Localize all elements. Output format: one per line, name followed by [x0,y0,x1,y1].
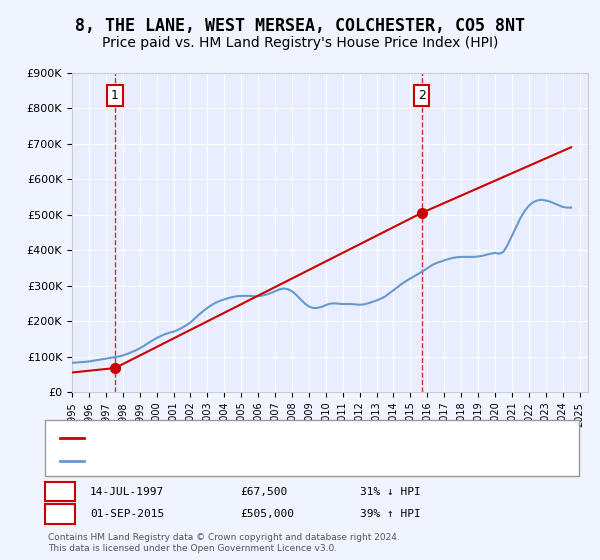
Text: 14-JUL-1997: 14-JUL-1997 [90,487,164,497]
Text: 1: 1 [56,487,64,497]
Text: Contains HM Land Registry data © Crown copyright and database right 2024.
This d: Contains HM Land Registry data © Crown c… [48,534,400,553]
Text: HPI: Average price, detached house, Colchester: HPI: Average price, detached house, Colc… [90,456,377,465]
Text: £67,500: £67,500 [240,487,287,497]
Text: £505,000: £505,000 [240,509,294,519]
Text: 2: 2 [418,89,425,102]
Text: 1: 1 [111,89,119,102]
Text: Price paid vs. HM Land Registry's House Price Index (HPI): Price paid vs. HM Land Registry's House … [102,36,498,50]
Text: 31% ↓ HPI: 31% ↓ HPI [360,487,421,497]
Text: 01-SEP-2015: 01-SEP-2015 [90,509,164,519]
Text: 39% ↑ HPI: 39% ↑ HPI [360,509,421,519]
Text: 8, THE LANE, WEST MERSEA, COLCHESTER, CO5 8NT: 8, THE LANE, WEST MERSEA, COLCHESTER, CO… [75,17,525,35]
Text: 2: 2 [56,509,64,519]
Text: 8, THE LANE, WEST MERSEA, COLCHESTER, CO5 8NT (detached house): 8, THE LANE, WEST MERSEA, COLCHESTER, CO… [90,433,478,443]
